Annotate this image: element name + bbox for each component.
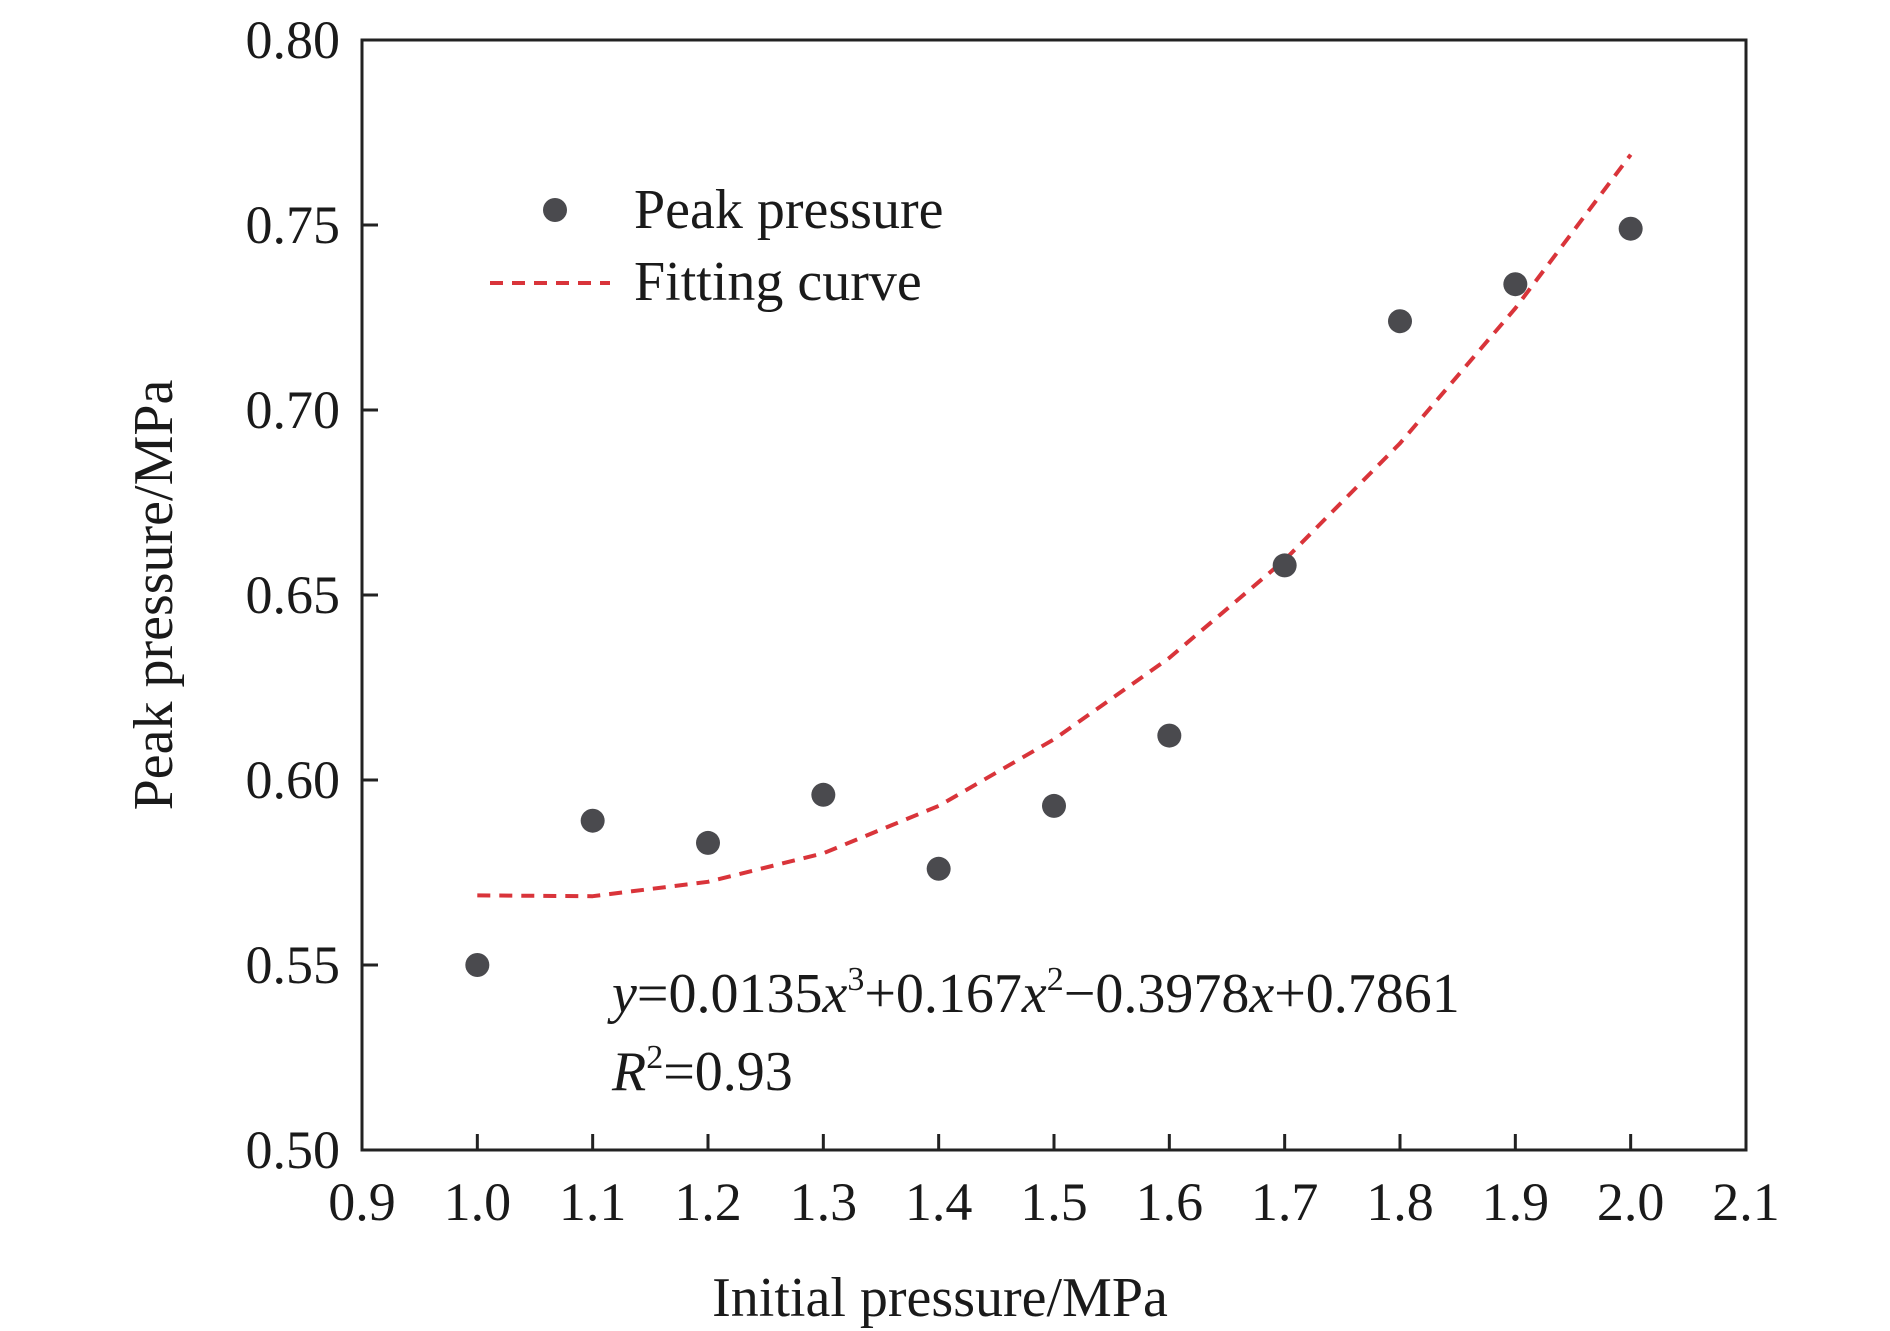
x-tick-label: 1.2: [674, 1172, 742, 1232]
y-tick-label: 0.65: [246, 565, 341, 625]
data-point: [696, 830, 720, 855]
x-tick-label: 1.5: [1020, 1172, 1088, 1232]
y-tick-label: 0.50: [246, 1120, 341, 1180]
fitting-curve-line: [477, 153, 1633, 899]
x-tick-label: 1.9: [1482, 1172, 1550, 1232]
x-tick-label: 1.7: [1251, 1172, 1319, 1232]
x-tick-label: 2.1: [1712, 1172, 1780, 1232]
data-point: [1503, 272, 1528, 297]
y-tick-label: 0.55: [246, 935, 341, 995]
data-point: [465, 953, 490, 977]
y-tick-label: 0.80: [246, 10, 341, 70]
data-point: [1618, 216, 1643, 241]
legend-marker-peak-pressure: [543, 198, 567, 222]
data-point: [1272, 553, 1297, 578]
data-point: [1042, 793, 1066, 818]
x-axis-title: Initial pressure/MPa: [712, 1267, 1168, 1329]
data-point: [926, 856, 951, 881]
x-tick-label: 1.0: [444, 1172, 512, 1232]
y-axis-ticks: 0.50 0.55 0.60 0.65 0.70 0.75 0.80: [246, 10, 378, 1180]
scatter-points-layer: [465, 216, 1643, 977]
r-squared: R2=0.93: [611, 1039, 793, 1103]
y-tick-label: 0.60: [246, 750, 341, 810]
x-tick-label: 1.4: [905, 1172, 973, 1232]
fit-equation: y=0.0135x3+0.167x2−0.3978x+0.7861: [607, 961, 1460, 1025]
fitting-curve-layer: [477, 153, 1633, 899]
y-tick-label: 0.70: [246, 380, 341, 440]
x-tick-label: 1.3: [790, 1172, 858, 1232]
legend: Peak pressure Fitting curve: [490, 179, 943, 313]
x-tick-label: 1.1: [559, 1172, 627, 1232]
x-axis-ticks: 0.9 1.0 1.1 1.2 1.3 1.4 1.5 1.6 1.7 1.8 1.9 2.0 2.1: [328, 1134, 1780, 1232]
data-point: [580, 808, 605, 833]
x-tick-label: 1.8: [1366, 1172, 1434, 1232]
x-tick-label: 2.0: [1597, 1172, 1665, 1232]
data-point: [1388, 309, 1412, 334]
x-tick-label: 1.6: [1136, 1172, 1204, 1232]
y-tick-label: 0.75: [246, 195, 341, 255]
legend-label-peak-pressure: Peak pressure: [634, 179, 943, 241]
legend-label-fitting-curve: Fitting curve: [634, 251, 922, 313]
data-point: [811, 782, 836, 807]
x-tick-label: 0.9: [328, 1172, 396, 1232]
y-axis-title: Peak pressure/MPa: [123, 379, 185, 810]
data-point: [1157, 723, 1182, 748]
